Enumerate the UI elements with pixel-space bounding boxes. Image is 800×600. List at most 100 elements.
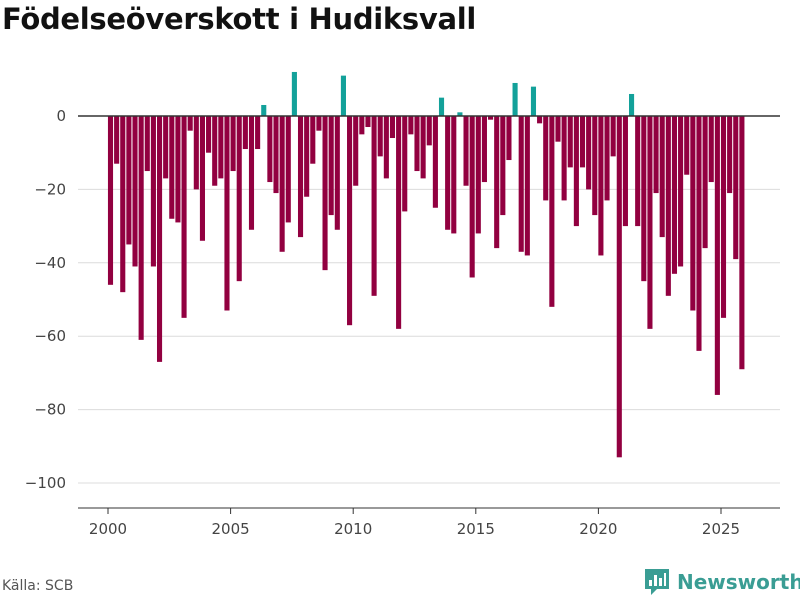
bar[interactable] (316, 116, 322, 131)
bar[interactable] (475, 116, 481, 234)
bar[interactable] (488, 116, 494, 120)
bar[interactable] (175, 116, 181, 223)
bar[interactable] (114, 116, 120, 164)
bar[interactable] (733, 116, 739, 260)
bar[interactable] (420, 116, 426, 179)
bar[interactable] (659, 116, 665, 238)
bar[interactable] (463, 116, 469, 186)
bar[interactable] (549, 116, 555, 307)
bar[interactable] (678, 116, 684, 267)
bar[interactable] (432, 116, 438, 208)
bar[interactable] (555, 116, 561, 142)
bar[interactable] (408, 116, 414, 135)
bar[interactable] (702, 116, 708, 249)
bar[interactable] (402, 116, 408, 212)
bar[interactable] (334, 116, 340, 230)
bar[interactable] (230, 116, 236, 172)
bar[interactable] (199, 116, 205, 241)
bar[interactable] (371, 116, 377, 296)
bar[interactable] (297, 116, 304, 238)
bar[interactable] (543, 116, 549, 201)
bar[interactable] (291, 71, 297, 116)
bar[interactable] (181, 116, 187, 318)
bar[interactable] (708, 116, 714, 183)
bar[interactable] (500, 116, 506, 216)
bar[interactable] (359, 116, 365, 135)
bar[interactable] (537, 116, 543, 124)
bar[interactable] (193, 116, 199, 190)
bar[interactable] (340, 75, 346, 116)
bar[interactable] (389, 116, 396, 139)
bar[interactable] (586, 116, 592, 190)
bar[interactable] (469, 116, 475, 278)
bar[interactable] (438, 97, 445, 116)
bar[interactable] (720, 116, 727, 318)
bar[interactable] (635, 116, 641, 227)
bar[interactable] (530, 86, 537, 116)
bar[interactable] (739, 116, 745, 370)
bar[interactable] (150, 116, 156, 267)
bar[interactable] (573, 116, 579, 227)
bar[interactable] (132, 116, 138, 267)
bar[interactable] (524, 116, 530, 256)
bar[interactable] (206, 116, 212, 153)
bar[interactable] (279, 116, 285, 252)
bar[interactable] (120, 116, 126, 293)
bar[interactable] (396, 116, 402, 329)
bar[interactable] (107, 116, 114, 285)
bar[interactable] (445, 116, 451, 230)
bar[interactable] (494, 116, 500, 249)
bar[interactable] (671, 116, 678, 274)
bar[interactable] (616, 116, 622, 458)
bar[interactable] (457, 112, 463, 116)
bar[interactable] (156, 116, 163, 362)
bar[interactable] (426, 116, 432, 146)
bar[interactable] (647, 116, 653, 329)
bar[interactable] (579, 116, 586, 168)
bar[interactable] (598, 116, 604, 256)
bar[interactable] (684, 116, 690, 175)
bar[interactable] (242, 116, 248, 150)
bar[interactable] (248, 116, 255, 230)
bar[interactable] (328, 116, 334, 216)
bar[interactable] (714, 116, 720, 395)
bar[interactable] (665, 116, 671, 296)
bar[interactable] (212, 116, 218, 186)
bar[interactable] (592, 116, 598, 216)
bar[interactable] (126, 116, 132, 245)
bar[interactable] (138, 116, 144, 340)
bar[interactable] (727, 116, 733, 194)
bar[interactable] (622, 116, 628, 227)
bar[interactable] (653, 116, 659, 194)
bar[interactable] (255, 116, 261, 150)
bar[interactable] (610, 116, 616, 157)
bar[interactable] (696, 116, 702, 351)
bar[interactable] (310, 116, 316, 164)
bar[interactable] (365, 116, 371, 128)
bar[interactable] (144, 116, 150, 172)
bar[interactable] (561, 116, 567, 201)
bar[interactable] (273, 116, 279, 194)
bar[interactable] (629, 93, 635, 116)
bar[interactable] (285, 116, 291, 223)
bar[interactable] (604, 116, 610, 201)
bar[interactable] (690, 116, 696, 311)
bar[interactable] (187, 116, 193, 131)
bar[interactable] (236, 116, 242, 282)
bar[interactable] (322, 116, 328, 271)
bar[interactable] (169, 116, 175, 219)
newsworthy-logo[interactable]: Newsworthy (645, 569, 800, 595)
bar[interactable] (506, 116, 512, 161)
bar[interactable] (481, 116, 487, 183)
bar[interactable] (347, 116, 353, 326)
bar[interactable] (224, 116, 230, 311)
bar[interactable] (512, 82, 518, 116)
bar[interactable] (163, 116, 169, 179)
bar[interactable] (377, 116, 383, 157)
bar[interactable] (353, 116, 359, 186)
bar[interactable] (641, 116, 647, 282)
bar[interactable] (267, 116, 273, 183)
bar[interactable] (383, 116, 389, 179)
bar[interactable] (304, 116, 310, 197)
bar[interactable] (567, 116, 573, 168)
